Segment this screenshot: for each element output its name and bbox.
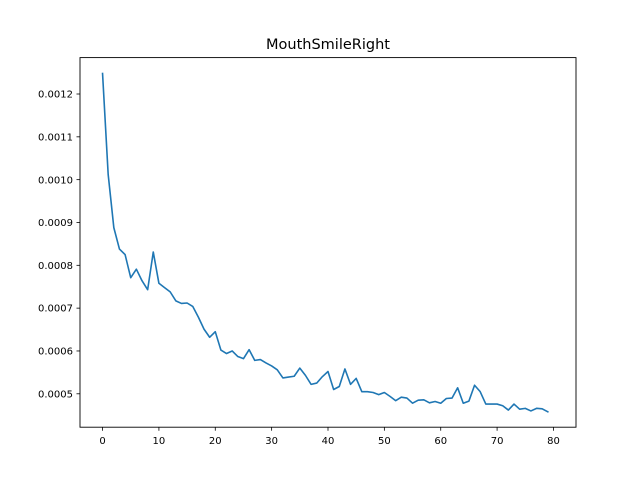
plot-frame bbox=[79, 57, 577, 428]
y-axis: 0.0005 0.0006 0.0007 0.0008 0.0009 0.0010 0.00… bbox=[38, 90, 80, 400]
y-tick-label: 0.0012 bbox=[38, 90, 73, 101]
chart-title: MouthSmileRight bbox=[266, 37, 390, 53]
y-tick-label: 0.0006 bbox=[38, 347, 73, 358]
y-tick-label: 0.0007 bbox=[38, 304, 73, 315]
y-tick-label: 0.0009 bbox=[38, 218, 73, 229]
x-tick-label: 20 bbox=[209, 436, 222, 447]
x-tick-label: 10 bbox=[153, 436, 166, 447]
y-tick-label: 0.0011 bbox=[38, 132, 73, 143]
x-tick-label: 60 bbox=[434, 436, 447, 447]
x-tick-label: 80 bbox=[547, 436, 560, 447]
x-tick-label: 40 bbox=[322, 436, 335, 447]
y-tick-label: 0.0010 bbox=[38, 175, 73, 186]
x-tick-label: 30 bbox=[265, 436, 278, 447]
series-line bbox=[101, 72, 549, 413]
y-tick-label: 0.0005 bbox=[38, 389, 73, 400]
x-tick-label: 0 bbox=[99, 436, 105, 447]
y-tick-label: 0.0008 bbox=[38, 261, 73, 272]
x-tick-label: 70 bbox=[491, 436, 504, 447]
x-tick-label: 50 bbox=[378, 436, 391, 447]
x-axis: 0 10 20 30 40 50 60 70 80 bbox=[99, 427, 560, 447]
plot-area bbox=[101, 72, 549, 413]
